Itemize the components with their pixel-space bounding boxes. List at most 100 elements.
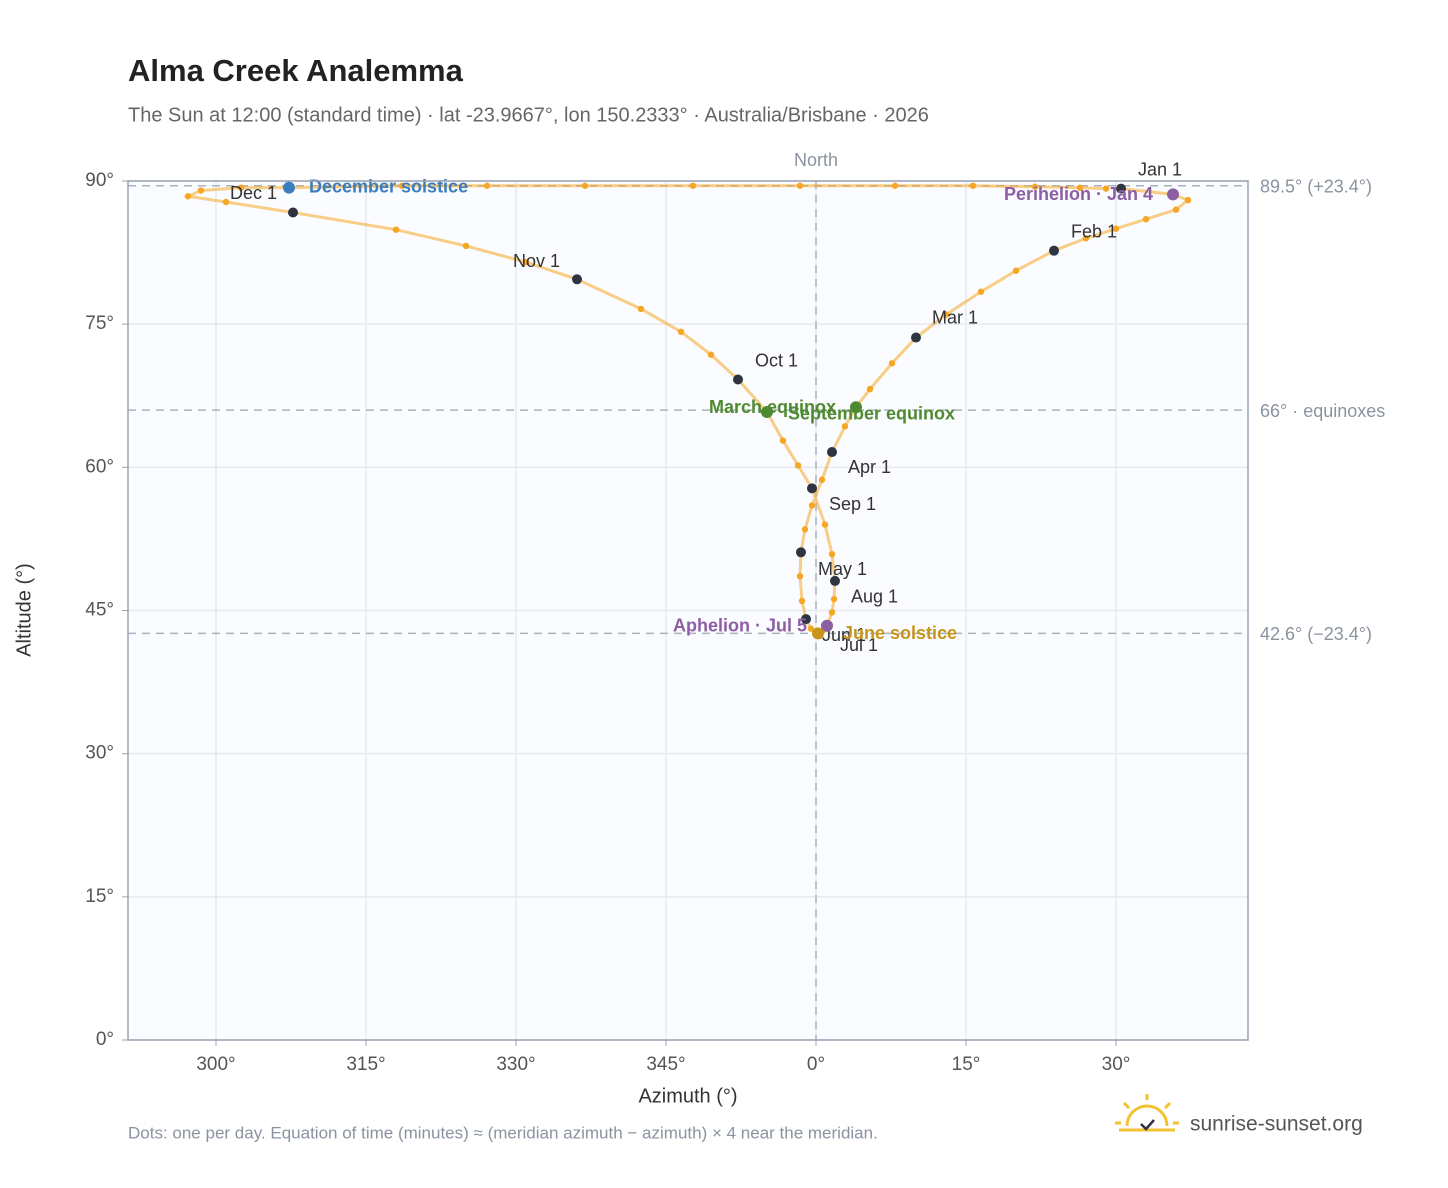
month-marker [830, 575, 840, 586]
event-marker [821, 619, 833, 632]
x-tick-label: 0° [807, 1054, 825, 1075]
month-marker [1049, 245, 1059, 256]
x-axis-title: Azimuth (°) [638, 1085, 737, 1107]
x-tick-label: 345° [646, 1054, 685, 1075]
reference-label: 89.5° (+23.4°) [1260, 177, 1372, 197]
daily-dot [888, 360, 896, 367]
month-label: Feb 1 [1071, 221, 1117, 241]
daily-dot [1031, 183, 1039, 190]
y-axis-title: Altitude (°) [13, 563, 35, 657]
reference-label: 66° · equinoxes [1260, 401, 1385, 421]
month-marker [572, 274, 582, 285]
x-tick-label: 30° [1102, 1054, 1131, 1075]
daily-dot [707, 351, 715, 358]
daily-dot [779, 437, 787, 444]
event-label: Perihelion · Jan 4 [1004, 184, 1153, 204]
event-label: Aphelion · Jul 5 [673, 616, 807, 636]
month-marker [1116, 183, 1126, 194]
event-label: December solstice [309, 176, 468, 196]
month-marker [807, 483, 817, 494]
daily-dot [1142, 215, 1150, 223]
daily-dot [942, 311, 950, 318]
y-tick-label: 45° [85, 600, 114, 621]
x-tick-label: 315° [346, 1054, 385, 1075]
month-label: Apr 1 [848, 457, 891, 477]
daily-dot [392, 226, 400, 233]
daily-dot [581, 182, 589, 189]
daily-dot [237, 184, 245, 191]
daily-dot [828, 609, 836, 616]
month-label: Nov 1 [513, 251, 560, 271]
daily-dot [828, 550, 836, 558]
daily-dot [1102, 185, 1110, 192]
event-marker [850, 401, 862, 414]
daily-dot [821, 521, 829, 528]
daily-dot [483, 182, 491, 189]
daily-dot [830, 595, 838, 603]
x-tick-label: 330° [496, 1054, 535, 1075]
month-label: May 1 [818, 559, 867, 579]
month-marker [827, 447, 837, 458]
daily-dot [522, 258, 530, 266]
y-tick-label: 75° [85, 313, 114, 334]
daily-dot [794, 462, 802, 469]
meridian-label: North [794, 150, 838, 170]
month-marker [733, 374, 743, 385]
daily-dot [798, 597, 806, 605]
daily-dot [796, 182, 804, 189]
daily-dot [1112, 225, 1120, 232]
daily-dot [807, 625, 815, 632]
reference-label: 42.6° (−23.4°) [1260, 624, 1372, 644]
month-label: Dec 1 [230, 183, 277, 203]
chart-title: Alma Creek Analemma [128, 53, 464, 88]
daily-dot [1172, 206, 1180, 213]
daily-dot [197, 187, 205, 194]
daily-dot [796, 572, 804, 580]
daily-dot [977, 288, 985, 295]
daily-dot [1184, 196, 1192, 204]
daily-dot [184, 193, 192, 200]
event-marker [283, 181, 295, 194]
month-label: Aug 1 [851, 587, 898, 607]
month-marker [288, 207, 298, 218]
daily-dot [1082, 235, 1090, 242]
month-marker [911, 332, 921, 343]
event-marker [761, 405, 773, 418]
event-label: June solstice [843, 623, 957, 643]
y-tick-label: 0° [96, 1029, 114, 1050]
daily-dot [398, 182, 406, 189]
daily-dot [222, 198, 230, 206]
event-marker [1167, 188, 1179, 201]
chart-subtitle: The Sun at 12:00 (standard time) · lat -… [128, 104, 929, 126]
month-marker [801, 614, 811, 625]
month-label: Mar 1 [932, 307, 978, 327]
event-label: September equinox [788, 404, 955, 424]
daily-dot [1076, 184, 1084, 191]
brand-logo [1115, 1094, 1179, 1132]
daily-dot [808, 502, 816, 509]
event-label: March equinox [709, 397, 836, 417]
daily-dot [841, 423, 849, 430]
daily-dot [1012, 267, 1020, 274]
daily-dot [689, 182, 697, 189]
daily-dot [969, 182, 977, 189]
footnote: Dots: one per day. Equation of time (min… [128, 1123, 878, 1142]
daily-dot [462, 242, 470, 250]
daily-dot [801, 526, 809, 533]
month-label: Jun 1 [822, 625, 866, 645]
month-label: Sep 1 [829, 494, 876, 514]
month-label: Oct 1 [755, 350, 798, 370]
daily-dot [677, 328, 685, 336]
daily-dot [866, 385, 874, 393]
event-marker [812, 627, 824, 640]
brand: sunrise-sunset.org [1190, 1113, 1363, 1136]
month-label: Jan 1 [1138, 159, 1182, 179]
daily-dot [637, 305, 645, 313]
daily-dot [891, 182, 899, 189]
daily-dot [818, 476, 826, 483]
y-tick-label: 90° [85, 170, 114, 191]
y-tick-label: 15° [85, 886, 114, 907]
